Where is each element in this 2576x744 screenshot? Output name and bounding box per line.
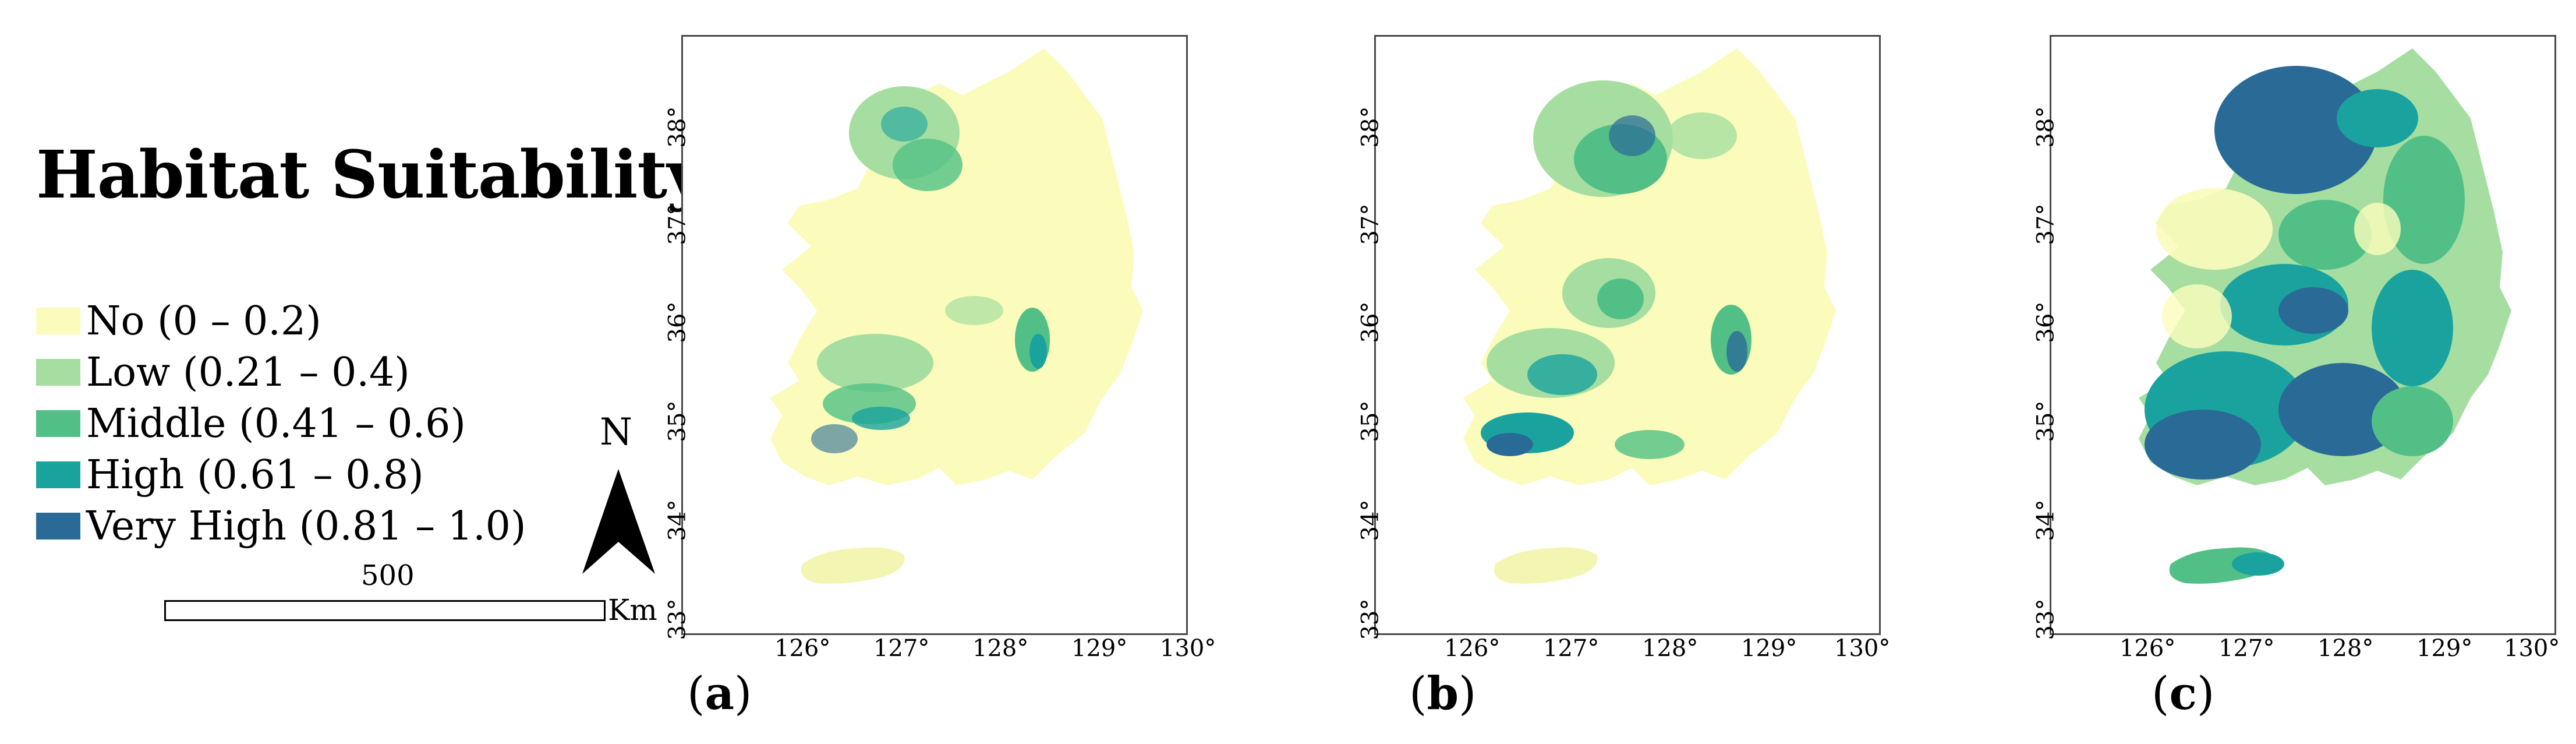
- lat-tick: 34°: [2032, 499, 2060, 541]
- lon-tick: 128°: [2317, 635, 2374, 662]
- label-paren: (: [2152, 668, 2170, 720]
- label-letter: a: [705, 667, 734, 720]
- lon-tick: 130°: [2504, 635, 2560, 662]
- legend-swatch: [36, 410, 80, 437]
- legend-label: No (0 – 0.2): [86, 298, 321, 344]
- lat-tick: 37°: [2032, 203, 2060, 245]
- legend-item-low: Low (0.21 – 0.4): [36, 349, 410, 396]
- panel-label-a: (a): [687, 667, 752, 720]
- label-letter: b: [1427, 667, 1459, 720]
- lat-tick: 37°: [664, 203, 691, 245]
- legend-label: Very High (0.81 – 1.0): [86, 503, 526, 549]
- label-paren: (: [687, 668, 705, 720]
- lon-tick: 126°: [774, 635, 831, 662]
- lat-tick: 33°: [1357, 598, 1384, 640]
- legend-item-no: No (0 – 0.2): [36, 298, 321, 344]
- lat-tick: 36°: [664, 301, 691, 343]
- map-c: [2139, 48, 2511, 584]
- legend-swatch: [36, 308, 80, 334]
- lat-tick: 34°: [1357, 499, 1384, 541]
- map-a: [770, 48, 1143, 584]
- scale-bar-unit: Km: [608, 593, 657, 627]
- north-letter: N: [600, 411, 632, 454]
- lat-tick: 35°: [664, 400, 691, 442]
- map-panel-a: [681, 35, 1188, 635]
- lon-tick: 127°: [2218, 635, 2275, 662]
- lat-tick: 33°: [2032, 598, 2060, 640]
- lon-tick: 130°: [1834, 635, 1891, 662]
- lon-tick: 127°: [873, 635, 930, 662]
- label-paren: ): [1458, 668, 1477, 720]
- label-paren: ): [734, 668, 752, 720]
- lon-tick: 127°: [1543, 635, 1600, 662]
- legend-item-middle: Middle (0.41 – 0.6): [36, 400, 466, 447]
- legend-title: Habitat Suitability: [36, 137, 705, 213]
- lon-tick: 130°: [1160, 635, 1216, 662]
- legend-swatch: [36, 513, 80, 540]
- lon-tick: 129°: [1741, 635, 1797, 662]
- north-arrow-icon: [582, 469, 655, 574]
- lon-tick: 129°: [1071, 635, 1128, 662]
- legend-label: Middle (0.41 – 0.6): [86, 400, 466, 447]
- lat-tick: 38°: [1357, 106, 1384, 148]
- lat-tick: 35°: [2032, 400, 2060, 442]
- lat-tick: 38°: [2032, 106, 2060, 148]
- legend-item-very-high: Very High (0.81 – 1.0): [36, 503, 526, 549]
- map-b: [1463, 48, 1836, 584]
- lat-tick: 37°: [1357, 203, 1384, 245]
- legend-swatch: [36, 461, 80, 488]
- lon-tick: 126°: [2119, 635, 2176, 662]
- lat-tick: 36°: [2032, 301, 2060, 343]
- map-panel-b: [1374, 35, 1881, 635]
- panel-label-c: (c): [2152, 667, 2214, 720]
- label-paren: ): [2196, 668, 2215, 720]
- map-panel-c: [2050, 35, 2556, 635]
- lat-tick: 33°: [664, 598, 691, 640]
- label-paren: (: [1409, 668, 1427, 720]
- panel-label-b: (b): [1409, 667, 1476, 720]
- lat-tick: 34°: [664, 499, 691, 541]
- lat-tick: 36°: [1357, 301, 1384, 343]
- legend-label: High (0.61 – 0.8): [86, 452, 424, 498]
- lon-tick: 128°: [1642, 635, 1699, 662]
- lat-tick: 38°: [664, 106, 691, 148]
- legend-swatch: [36, 359, 80, 386]
- scale-bar: [164, 600, 606, 621]
- label-letter: c: [2169, 667, 2197, 720]
- lon-tick: 126°: [1444, 635, 1501, 662]
- lat-tick: 35°: [1357, 400, 1384, 442]
- lon-tick: 129°: [2416, 635, 2473, 662]
- lon-tick: 128°: [972, 635, 1029, 662]
- scale-bar-value: 500: [361, 559, 415, 592]
- legend-label: Low (0.21 – 0.4): [86, 349, 410, 396]
- legend-item-high: High (0.61 – 0.8): [36, 452, 424, 498]
